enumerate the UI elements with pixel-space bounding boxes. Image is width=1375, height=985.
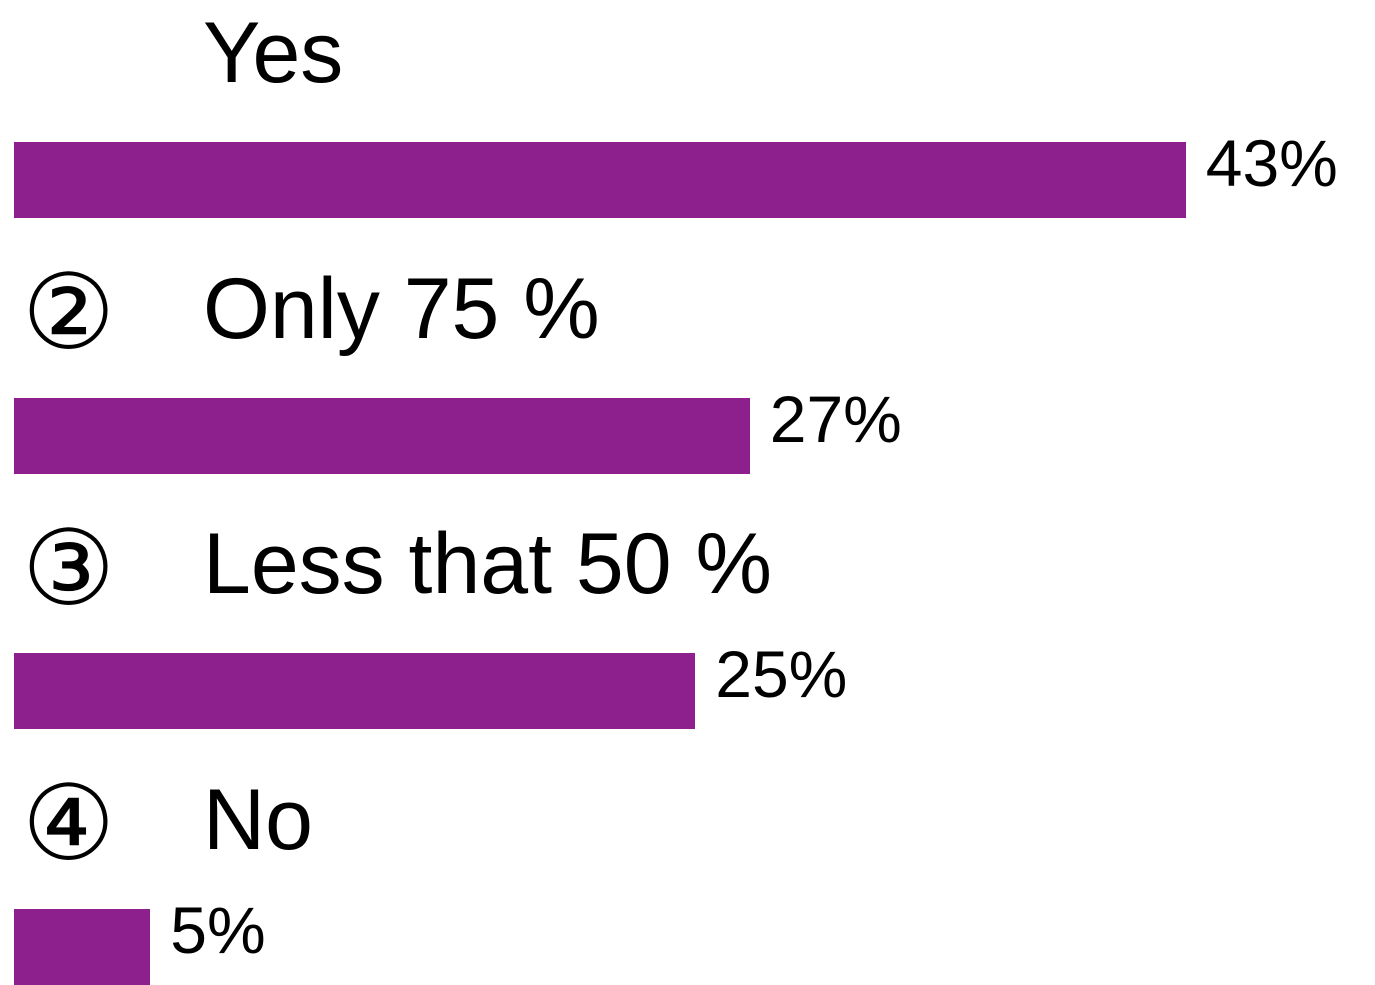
- value-label: 27%: [769, 381, 902, 456]
- value-label: 43%: [1205, 126, 1338, 200]
- option-label: Less that 50 %: [203, 516, 772, 612]
- bar: [14, 142, 1186, 218]
- option-label: Only 75 %: [203, 260, 600, 357]
- option-number-marker: ③: [22, 506, 116, 629]
- option-number-marker: ②: [22, 251, 116, 373]
- value-label: 5%: [170, 892, 266, 967]
- option-label: Yes: [203, 5, 344, 101]
- bar: [14, 653, 696, 729]
- option-label: No: [203, 771, 313, 868]
- option-number-marker: ④: [22, 762, 116, 884]
- bar: [14, 397, 750, 474]
- value-label: 25%: [715, 637, 848, 711]
- bar: [14, 908, 151, 985]
